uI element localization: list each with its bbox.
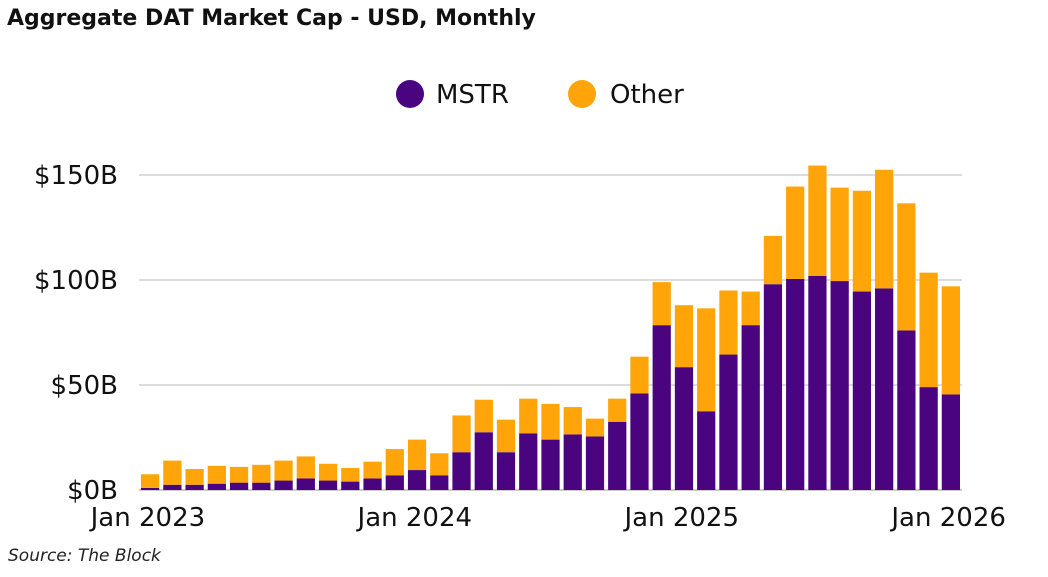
- bar-mstr-2024-01: [407, 470, 427, 490]
- bar-mstr-2025-01: [674, 367, 694, 490]
- bar-mstr-2023-07: [274, 480, 293, 490]
- y-tick-label: $0B: [67, 476, 118, 506]
- bar-other-2024-01: [407, 439, 427, 471]
- x-axis-ticks: Jan 2023 Jan 2024 Jan 2025 Jan 2026: [89, 503, 1006, 533]
- bar-other-2024-05: [496, 419, 516, 453]
- bar-other-2025-10: [875, 169, 894, 289]
- bar-other-2025-05: [763, 235, 783, 285]
- bar-mstr-2023-02: [163, 484, 182, 490]
- bar-other-2025-04: [741, 291, 760, 326]
- bar-mstr-2025-12: [919, 387, 938, 490]
- bar-other-2023-04: [207, 465, 226, 484]
- bar-mstr-2023-11: [363, 478, 382, 490]
- bar-other-2024-02: [430, 453, 449, 476]
- legend-swatch-mstr: [396, 80, 424, 108]
- bar-mstr-2023-09: [318, 480, 338, 490]
- x-tick-label: Jan 2023: [89, 503, 206, 533]
- bar-other-2023-08: [296, 456, 315, 479]
- bar-mstr-2025-04: [741, 325, 760, 490]
- bar-mstr-2026-01: [941, 394, 960, 490]
- bar-mstr-2024-04: [474, 432, 493, 490]
- bar-mstr-2023-08: [296, 478, 315, 490]
- bar-other-2024-12: [652, 282, 671, 326]
- bar-mstr-2024-05: [496, 452, 516, 490]
- bar-other-2025-07: [808, 165, 827, 276]
- bar-mstr-2024-11: [630, 393, 649, 490]
- bar-mstr-2023-03: [185, 484, 204, 490]
- bar-other-2025-11: [897, 203, 916, 331]
- bar-mstr-2025-05: [763, 284, 783, 490]
- bar-mstr-2024-12: [652, 325, 671, 490]
- bar-other-2026-01: [941, 286, 960, 395]
- bar-mstr-2024-07: [541, 439, 560, 490]
- bar-other-2023-02: [163, 460, 182, 485]
- bar-mstr-2024-08: [563, 434, 582, 490]
- bar-other-2025-02: [697, 308, 716, 412]
- bar-other-2025-12: [919, 272, 938, 388]
- legend-label-mstr: MSTR: [436, 80, 509, 110]
- legend-swatch-other: [568, 80, 596, 108]
- source-note: Source: The Block: [8, 546, 161, 566]
- bar-other-2023-11: [363, 461, 382, 479]
- bar-other-2025-09: [852, 190, 872, 292]
- bar-mstr-2024-10: [608, 421, 627, 490]
- bar-other-2023-07: [274, 460, 293, 481]
- y-tick-label: $50B: [51, 371, 118, 401]
- bar-mstr-2025-08: [830, 281, 849, 490]
- bar-mstr-2025-10: [875, 288, 894, 490]
- bar-other-2025-01: [674, 305, 694, 368]
- x-tick-label: Jan 2024: [356, 503, 473, 533]
- bar-mstr-2023-05: [229, 482, 249, 490]
- bar-other-2023-05: [229, 466, 249, 483]
- bar-mstr-2025-03: [719, 354, 738, 490]
- bar-other-2024-07: [541, 403, 560, 440]
- x-tick-label: Jan 2025: [622, 503, 739, 533]
- bar-mstr-2024-02: [430, 475, 449, 490]
- bar-mstr-2025-09: [852, 291, 872, 490]
- bar-other-2024-06: [519, 398, 538, 434]
- bar-mstr-2024-09: [585, 436, 605, 490]
- bar-mstr-2023-06: [252, 482, 271, 490]
- bar-other-2024-08: [563, 407, 582, 435]
- bar-mstr-2023-10: [341, 481, 360, 490]
- bars: [141, 165, 960, 490]
- bar-other-2024-10: [608, 398, 627, 422]
- bar-mstr-2024-06: [519, 433, 538, 490]
- bar-mstr-2025-02: [697, 411, 716, 490]
- bar-other-2023-06: [252, 464, 271, 483]
- bar-mstr-2025-11: [897, 330, 916, 490]
- bar-other-2023-10: [341, 467, 360, 482]
- legend-label-other: Other: [610, 80, 684, 110]
- x-tick-label: Jan 2026: [889, 503, 1006, 533]
- y-tick-label: $100B: [34, 266, 118, 296]
- bar-other-2024-03: [452, 415, 471, 453]
- bar-mstr-2023-01: [141, 487, 160, 490]
- bar-other-2025-06: [786, 186, 805, 279]
- legend: MSTR Other: [396, 80, 684, 110]
- bar-other-2024-09: [585, 418, 605, 437]
- bar-mstr-2023-04: [207, 483, 226, 490]
- bar-other-2023-09: [318, 463, 338, 481]
- chart-title: Aggregate DAT Market Cap - USD, Monthly: [7, 6, 536, 31]
- bar-other-2023-01: [141, 474, 160, 488]
- bar-other-2024-11: [630, 356, 649, 394]
- bar-mstr-2025-07: [808, 275, 827, 490]
- bar-other-2025-03: [719, 290, 738, 355]
- y-tick-label: $150B: [34, 161, 118, 191]
- bar-other-2023-03: [185, 469, 204, 485]
- bar-mstr-2023-12: [385, 475, 404, 490]
- bar-mstr-2024-03: [452, 452, 471, 490]
- bar-mstr-2025-06: [786, 278, 805, 490]
- bar-other-2024-04: [474, 399, 493, 433]
- y-axis-ticks: $0B $50B $100B $150B: [34, 161, 118, 506]
- bar-other-2023-12: [385, 449, 404, 476]
- bar-other-2025-08: [830, 187, 849, 282]
